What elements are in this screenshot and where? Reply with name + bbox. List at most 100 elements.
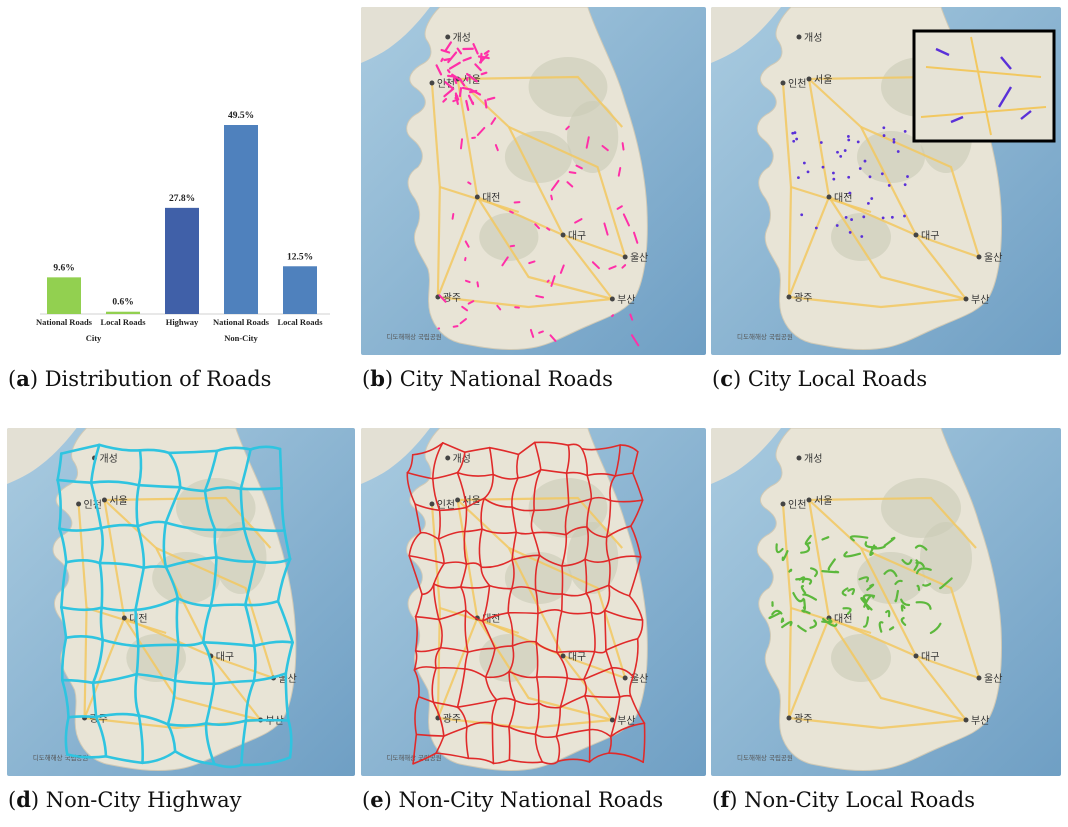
highlighted-road — [483, 473, 494, 500]
highlighted-road — [213, 762, 243, 769]
highlighted-road — [433, 583, 462, 589]
highlighted-road — [611, 314, 615, 318]
bar — [165, 207, 199, 314]
highlighted-road — [567, 498, 593, 506]
highlighted-road — [555, 706, 562, 738]
highlighted-road — [239, 486, 283, 491]
highlighted-road — [797, 624, 807, 633]
highlighted-road — [533, 468, 542, 512]
city-label: 부산 — [971, 294, 989, 306]
highlighted-road — [452, 325, 459, 328]
highlighted-road — [492, 473, 519, 480]
caption-c-text: City Local Roads — [747, 367, 928, 391]
highlighted-road — [484, 99, 488, 109]
highlighted-road — [821, 165, 825, 169]
highlighted-road — [608, 584, 631, 597]
highlighted-road — [882, 126, 886, 130]
highlighted-road — [413, 666, 437, 671]
city-marker — [913, 232, 919, 238]
highlighted-road — [176, 596, 213, 607]
highlighted-road — [432, 477, 441, 512]
highlighted-road — [614, 444, 621, 477]
highlighted-road — [588, 728, 612, 738]
highlighted-road — [464, 668, 487, 678]
base-road — [103, 499, 262, 721]
highlighted-road — [433, 583, 440, 621]
highlighted-road — [511, 506, 518, 534]
highlighted-road — [1020, 110, 1032, 120]
highlighted-road — [240, 756, 292, 767]
map-non-city-national-roads: 개성 서울 인천 대전 대구 울산 부산 광주 디도해해상 국립공원 — [361, 428, 706, 776]
highlighted-road — [533, 441, 542, 471]
highlighted-road — [60, 678, 70, 719]
highlighted-road — [456, 471, 494, 477]
highlighted-road — [162, 521, 168, 569]
highlighted-road — [491, 722, 510, 728]
highlighted-road — [134, 596, 180, 612]
highlighted-road — [432, 471, 459, 480]
highlighted-road — [164, 521, 217, 532]
highlighted-road — [896, 150, 900, 153]
caption-f-text: Non-City Local Roads — [744, 788, 975, 812]
highlighted-road — [858, 167, 862, 170]
highlighted-road — [202, 604, 213, 644]
base-road — [508, 125, 627, 258]
highlighted-road — [561, 533, 568, 567]
city-label: 부산 — [617, 294, 635, 306]
map-attribution: 디도해해상 국립공원 — [387, 332, 442, 341]
city-label: 대구 — [568, 230, 586, 242]
highlighted-road — [467, 181, 472, 185]
highlighted-road — [528, 260, 536, 265]
highlighted-road — [642, 722, 646, 764]
highlighted-road — [534, 589, 539, 615]
highlighted-road — [903, 183, 907, 187]
highlighted-road — [495, 697, 517, 702]
highlighted-road — [843, 149, 847, 152]
highlighted-road — [566, 181, 574, 188]
highlighted-road — [437, 509, 441, 540]
highlighted-road — [821, 570, 840, 574]
highlighted-road — [508, 699, 517, 728]
highlighted-road — [535, 676, 540, 704]
highlighted-road — [605, 525, 632, 539]
highlighted-road — [549, 334, 557, 342]
base-road — [83, 617, 126, 719]
highlighted-road — [900, 616, 907, 626]
city-label: 광주 — [443, 713, 461, 725]
highlighted-road — [950, 115, 964, 124]
highlighted-road — [922, 582, 932, 587]
base-road — [86, 606, 167, 635]
highlighted-road — [508, 725, 537, 736]
highlighted-road — [101, 638, 140, 648]
city-label: 광주 — [443, 292, 461, 304]
highlighted-road — [94, 715, 108, 758]
city-marker — [121, 615, 127, 621]
highlighted-road — [915, 601, 932, 610]
highlighted-road — [488, 446, 520, 456]
highlighted-road — [795, 577, 813, 585]
highlighted-road — [901, 558, 913, 566]
highlighted-road — [467, 647, 496, 653]
highlighted-road — [633, 231, 639, 244]
highlighted-road — [408, 554, 445, 565]
city-marker — [786, 715, 792, 721]
highlighted-road — [863, 159, 867, 163]
highlighted-road — [628, 676, 634, 698]
highlighted-road — [483, 50, 490, 55]
highlighted-road — [137, 714, 144, 765]
highlighted-road — [465, 497, 485, 509]
highlighted-road — [406, 453, 414, 474]
highlighted-road — [284, 641, 294, 675]
highlighted-road — [501, 256, 509, 267]
highlighted-road — [565, 472, 570, 506]
base-road — [456, 499, 614, 721]
map-city-national-roads: 개성 서울 인천 대전 대구 울산 부산 광주 디도해해상 국립공원 — [361, 7, 706, 355]
highlighted-road — [517, 441, 536, 456]
base-road — [807, 499, 967, 721]
highlighted-road — [636, 619, 644, 640]
city-label: 부산 — [617, 715, 635, 727]
highlighted-road — [203, 489, 217, 531]
highlighted-road — [466, 721, 494, 728]
city-label: 울산 — [630, 673, 648, 685]
highlighted-road — [173, 750, 216, 766]
